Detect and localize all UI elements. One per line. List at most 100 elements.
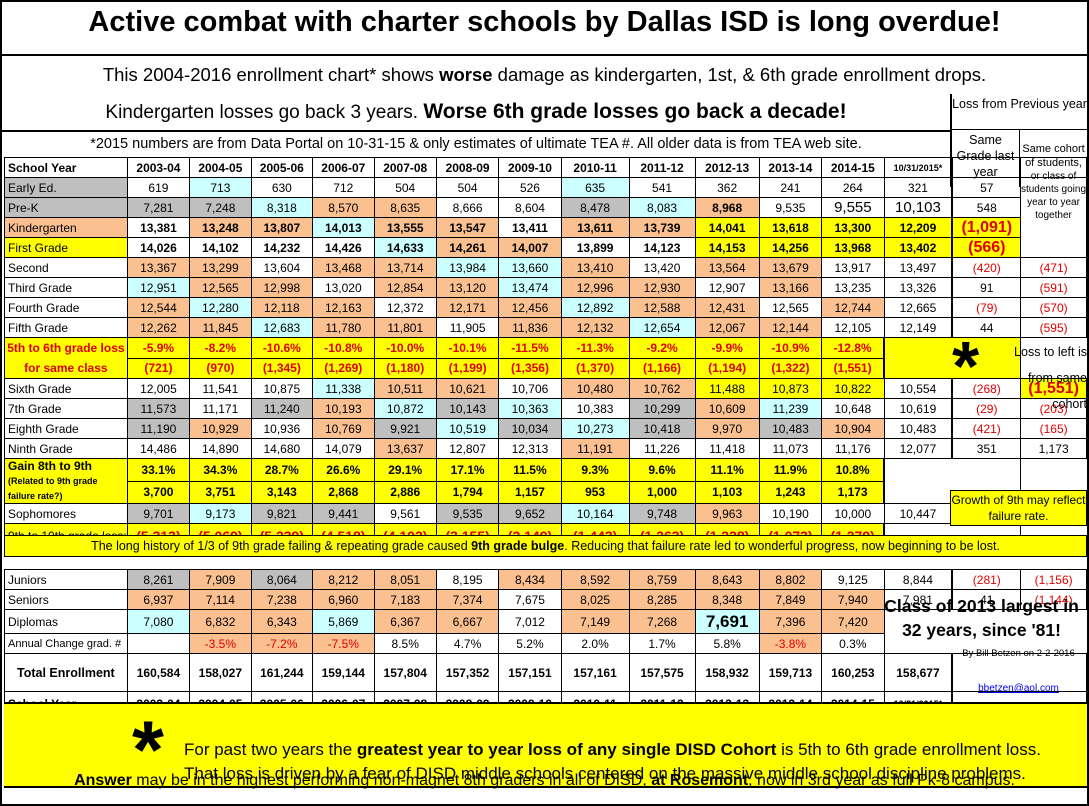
loss-same-grade: 57 [951, 177, 1022, 198]
value-cell: 13,166 [758, 277, 823, 298]
value-cell: -7.2% [250, 633, 314, 654]
value-cell: 10,383 [560, 398, 630, 419]
row-label: Juniors [4, 569, 128, 590]
value-cell: 12,118 [250, 297, 314, 318]
gain89-label: Gain 8th to 9th (Related to 9th grade fa… [4, 458, 128, 504]
value-cell: 7,281 [126, 197, 191, 218]
value-cell: 8,083 [628, 197, 696, 218]
value-cell: 10,706 [498, 378, 562, 399]
loss56-num: (1,322) [758, 357, 823, 379]
value-cell: 8,478 [560, 197, 630, 218]
value-cell: 8,802 [758, 569, 823, 590]
value-cell: 10,480 [560, 378, 630, 399]
loss56-pct: -8.2% [189, 337, 252, 359]
value-cell: 14,079 [312, 438, 375, 459]
value-cell: 10,103 [883, 197, 953, 218]
loss56-pct: -10.6% [250, 337, 314, 359]
gain89-pct: 33.1% [126, 458, 191, 482]
value-cell: 10,299 [628, 398, 696, 419]
value-cell: 9,652 [498, 503, 562, 524]
gain89-pct: 26.6% [312, 458, 375, 482]
value-cell: 11,801 [373, 317, 437, 338]
failure-banner: The long history of 1/3 of 9th grade fai… [4, 535, 1087, 557]
value-cell: 7,675 [498, 589, 562, 610]
header-cell: 2007-08 [373, 157, 437, 178]
row-label: Annual Change grad. # [4, 633, 128, 654]
value-cell: 8,285 [628, 589, 696, 610]
value-cell: 8,759 [628, 569, 696, 590]
value-cell: 11,190 [126, 418, 191, 439]
value-cell: 14,007 [498, 237, 562, 258]
loss56-num: (1,356) [498, 357, 562, 379]
asterisk-icon: * [132, 705, 164, 796]
gain89-num: 3,143 [250, 480, 314, 504]
star-note: Loss to left is from same cohort [1014, 345, 1087, 411]
class-2013-note: Class of 2013 largest in 32 years, since… [884, 596, 1079, 640]
value-cell: 0.3% [821, 633, 885, 654]
value-cell: 10,483 [758, 418, 823, 439]
value-cell: 13,739 [628, 217, 696, 238]
value-cell: 10,273 [560, 418, 630, 439]
loss56-pct: -11.3% [560, 337, 630, 359]
subtitle-1: This 2004-2016 enrollment chart* shows w… [102, 64, 987, 85]
asterisk-icon: * [952, 327, 980, 405]
loss-header: Loss from Previous year [950, 94, 1087, 130]
value-cell: 13,968 [821, 237, 885, 258]
value-cell: 13,402 [883, 237, 953, 258]
value-cell: 8,195 [435, 569, 500, 590]
loss-same-cohort: 1,173 [1020, 438, 1087, 459]
value-cell: 14,026 [126, 237, 191, 258]
value-cell: 11,845 [189, 317, 252, 338]
value-cell: 12,998 [250, 277, 314, 298]
value-cell: 630 [250, 177, 314, 198]
value-cell: 9,701 [126, 503, 191, 524]
value-cell: 159,144 [312, 653, 375, 692]
row-label: Seniors [4, 589, 128, 610]
email-link[interactable]: bbetzen@aol.com [978, 683, 1059, 694]
value-cell: 13,564 [694, 257, 760, 278]
loss56-num: (1,166) [628, 357, 696, 379]
value-cell: 12,077 [883, 438, 953, 459]
value-cell: 8,604 [498, 197, 562, 218]
value-cell: 8,025 [560, 589, 630, 610]
gain89-pct: 34.3% [189, 458, 252, 482]
loss56-pct: -5.9% [126, 337, 191, 359]
value-cell: 7,183 [373, 589, 437, 610]
value-cell: 619 [126, 177, 191, 198]
divider [2, 54, 1087, 56]
row-label: Total Enrollment [4, 653, 128, 692]
gain89-pct-row: Gain 8th to 9th (Related to 9th grade fa… [4, 458, 1087, 504]
value-cell: 7,238 [250, 589, 314, 610]
answer-line: Answer may be in the highest performing … [74, 772, 1015, 789]
value-cell: 13,248 [189, 217, 252, 238]
value-cell: 10,929 [189, 418, 252, 439]
value-cell: 8,318 [250, 197, 314, 218]
value-cell: 10,619 [883, 398, 953, 419]
value-cell: 13,604 [250, 257, 314, 278]
value-cell: 14,890 [189, 438, 252, 459]
value-cell: 12,431 [694, 297, 760, 318]
loss56-num: (1,194) [694, 357, 760, 379]
value-cell: 13,300 [821, 217, 885, 238]
loss-same-cohort: (1,156) [1020, 569, 1087, 590]
value-cell: 8,643 [694, 569, 760, 590]
value-cell: 6,937 [126, 589, 191, 610]
value-cell: 10,904 [821, 418, 885, 439]
value-cell: 11,488 [694, 378, 760, 399]
loss-same-cohort: (1,144) [1020, 589, 1087, 610]
loss-same-grade: 44 [951, 317, 1022, 338]
value-cell: 11,226 [628, 438, 696, 459]
value-cell: 13,618 [758, 217, 823, 238]
value-cell: 12,996 [560, 277, 630, 298]
value-cell: 10,483 [883, 418, 953, 439]
header-cell: 2011-12 [628, 157, 696, 178]
value-cell: 712 [312, 177, 375, 198]
header-cell: 2005-06 [250, 157, 314, 178]
row-label: Fifth Grade [4, 317, 128, 338]
row-label: Pre-K [4, 197, 128, 218]
value-cell: 12,372 [373, 297, 437, 318]
value-cell: 9,821 [250, 503, 314, 524]
table-row: Seniors 6,937 7,114 7,238 6,960 7,183 7,374 7,6… [4, 589, 1087, 610]
value-cell: 158,677 [883, 653, 953, 692]
